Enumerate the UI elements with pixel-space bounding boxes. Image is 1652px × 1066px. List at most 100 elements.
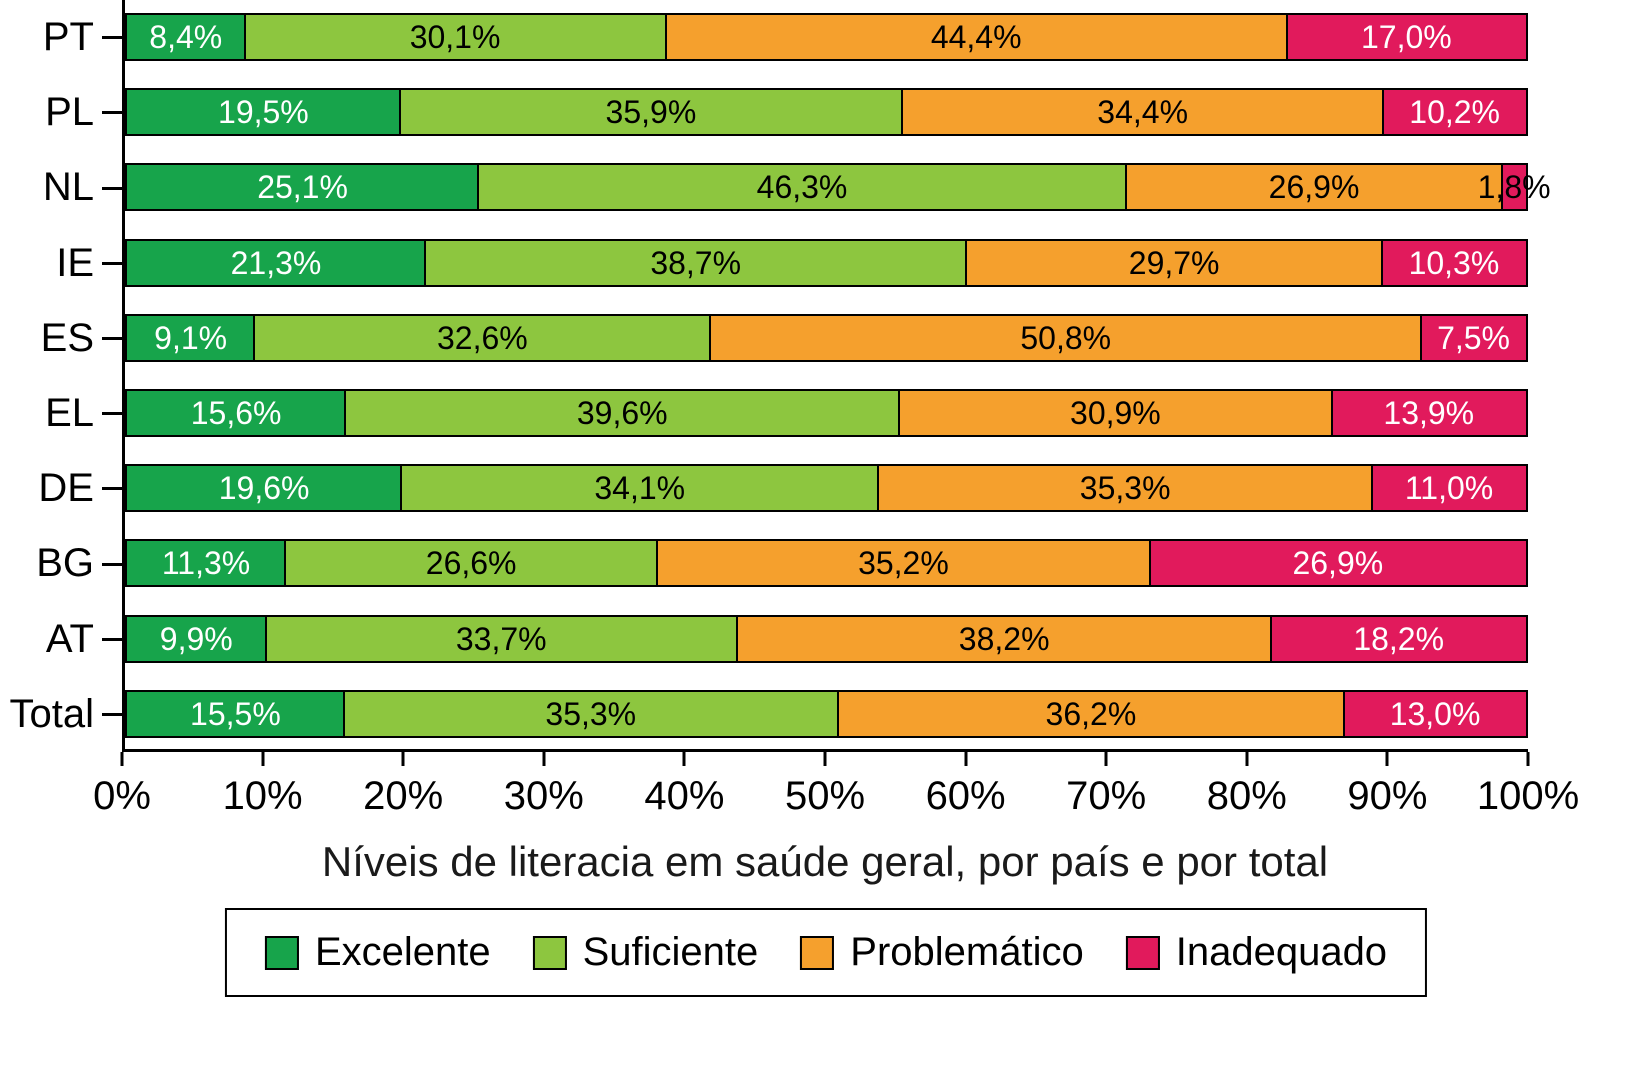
bar-segment: [127, 90, 400, 135]
legend-item: Suficiente: [532, 930, 758, 975]
bar-segment: [399, 90, 903, 135]
bar-segment: [127, 15, 245, 59]
x-tick-label: 80%: [1206, 774, 1287, 818]
value-label: 11,3%: [161, 545, 251, 582]
y-tick: [102, 36, 122, 40]
segment-divider: [264, 616, 267, 661]
value-label: 15,6%: [190, 395, 282, 431]
bar-segment: [1381, 240, 1526, 285]
bar-segment: [424, 240, 967, 285]
y-tick: [102, 487, 122, 491]
segment-divider: [1270, 616, 1273, 661]
segment-divider: [1382, 90, 1385, 135]
segment-divider: [735, 616, 738, 661]
plot-rows: 8,4% 30,1% 44,4% 17,0% 19,5% 35,9% 34,4% 10,2% 2…: [125, 0, 1551, 752]
x-tick: [120, 752, 124, 766]
x-tick: [1385, 752, 1389, 766]
bar-segment: [127, 165, 479, 210]
value-label: 38,7%: [650, 244, 742, 281]
segment-divider: [243, 15, 246, 59]
value-label: 10,3%: [1408, 244, 1500, 281]
value-label: 50,8%: [1020, 319, 1112, 356]
x-tick-label: 20%: [363, 774, 444, 818]
x-tick: [823, 752, 827, 766]
bar-row: 15,5% 35,3% 36,2% 13,0%: [125, 677, 1528, 752]
stacked-bar: 9,9% 33,7% 38,2% 18,2%: [125, 614, 1528, 663]
value-label: 7,5%: [1437, 319, 1510, 356]
bar-segment: [1372, 466, 1526, 511]
legend-item: Problemático: [800, 930, 1084, 975]
value-label: 26,6%: [425, 545, 517, 582]
stacked-bar: 25,1% 46,3% 26,9% 1,8%: [125, 163, 1551, 212]
bar-segment: [657, 541, 1150, 586]
bar-segment: [401, 466, 879, 511]
x-tick-label: 70%: [1066, 774, 1147, 818]
x-tick-label: 100%: [1476, 774, 1580, 818]
segment-divider: [664, 15, 667, 59]
value-label: 10,2%: [1409, 94, 1501, 131]
value-label: 17,0%: [1361, 19, 1452, 55]
x-axis: 0% 10% 20% 30% 40% 50% 60% 70% 80% 90% 100%: [93, 752, 1579, 832]
bar-segment: [1286, 15, 1526, 59]
y-axis-label: PT: [42, 15, 94, 60]
bar-segment: [878, 466, 1373, 511]
x-tick-label: 90%: [1347, 774, 1428, 818]
bar-row: 15,6% 39,6% 30,9% 13,9%: [125, 376, 1528, 451]
y-axis-label: PL: [45, 90, 94, 135]
segment-divider: [965, 240, 968, 285]
bar-segment: [1331, 391, 1526, 435]
y-axis-label: AT: [45, 616, 94, 661]
legend-label: Problemático: [850, 930, 1084, 974]
value-label: 11,0%: [1404, 470, 1494, 507]
bar-segment: [1421, 315, 1526, 360]
x-tick: [1245, 752, 1249, 766]
legend-swatch: [264, 935, 299, 970]
bar-segment: [345, 391, 900, 435]
value-label: 21,3%: [230, 244, 322, 281]
x-tick-label: 0%: [93, 774, 151, 818]
bar-row: 11,3% 26,6% 35,2% 26,9%: [125, 526, 1528, 601]
bar-segment: [966, 240, 1382, 285]
segment-divider: [1420, 315, 1423, 360]
bar-segment: [710, 315, 1422, 360]
value-label: 1,8%: [1477, 169, 1551, 206]
bar-segment: [1344, 691, 1526, 736]
y-axis-label: ES: [40, 315, 94, 360]
plot-area: 8,4% 30,1% 44,4% 17,0% 19,5% 35,9% 34,4% 10,2% 2…: [122, 0, 1551, 752]
bar-segment: [127, 616, 266, 661]
value-label: 39,6%: [576, 395, 668, 431]
value-label: 44,4%: [930, 19, 1022, 55]
value-label: 26,9%: [1268, 169, 1360, 206]
value-label: 13,9%: [1383, 395, 1475, 431]
bar-segment: [902, 90, 1384, 135]
segment-divider: [656, 541, 659, 586]
x-tick: [401, 752, 405, 766]
bar-segment: [899, 391, 1332, 435]
x-tick-label: 50%: [784, 774, 866, 818]
segment-divider: [836, 691, 839, 736]
value-label: 19,6%: [218, 470, 310, 507]
legend-item: Excelente: [264, 930, 491, 975]
stacked-bar: 21,3% 38,7% 29,7% 10,3%: [125, 238, 1528, 287]
bar-row: 21,3% 38,7% 29,7% 10,3%: [125, 226, 1528, 301]
y-tick: [102, 111, 122, 115]
bar-row: 19,6% 34,1% 35,3% 11,0%: [125, 451, 1528, 526]
y-tick: [102, 186, 122, 190]
segment-divider: [398, 90, 401, 135]
legend-swatch: [532, 935, 567, 970]
segment-divider: [901, 90, 904, 135]
bar-segment: [127, 240, 425, 285]
stacked-bar: 15,5% 35,3% 36,2% 13,0%: [125, 689, 1528, 738]
segment-divider: [709, 315, 712, 360]
bar-segment: [736, 616, 1272, 661]
segment-divider: [423, 240, 426, 285]
y-tick: [102, 412, 122, 416]
value-label: 8,4%: [149, 19, 223, 55]
stacked-bar: 15,6% 39,6% 30,9% 13,9%: [125, 389, 1528, 437]
x-tick: [1104, 752, 1108, 766]
value-label: 35,2%: [858, 545, 949, 582]
value-label: 30,9%: [1070, 395, 1161, 431]
y-axis-label: BG: [36, 541, 94, 586]
bar-segment: [1125, 165, 1503, 210]
